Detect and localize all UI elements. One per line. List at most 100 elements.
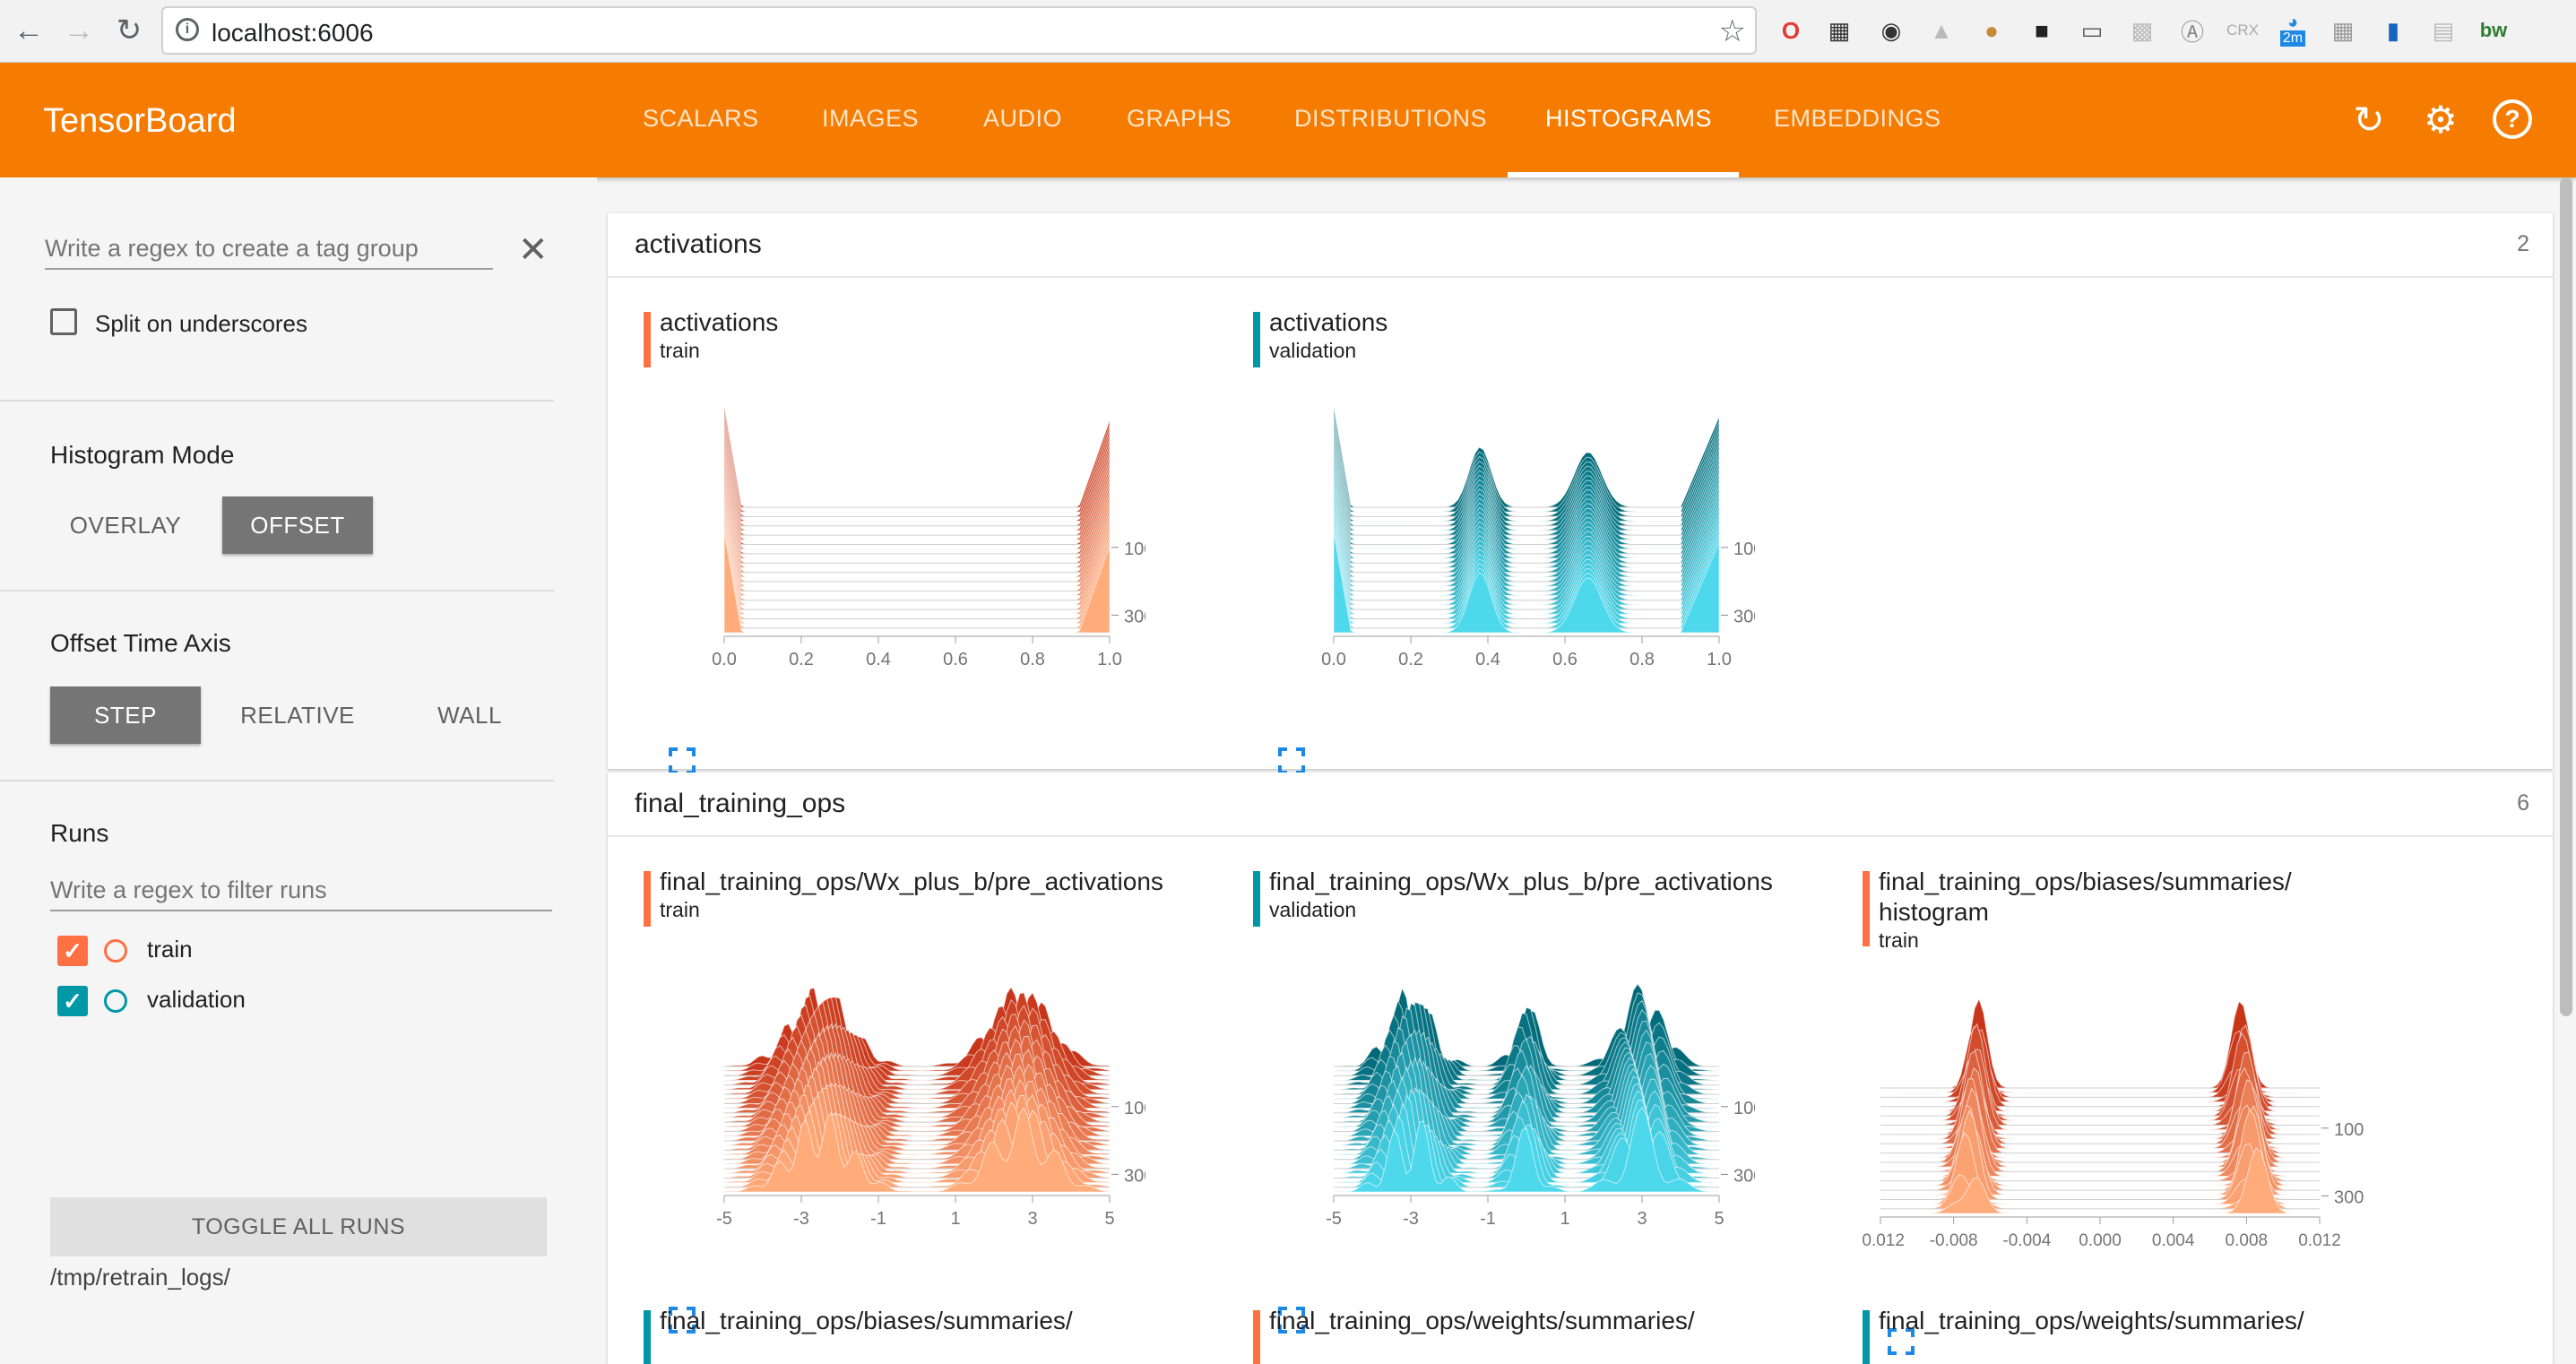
x-tick-label: 0.6 xyxy=(943,650,968,669)
run-color-bar xyxy=(1863,871,1870,946)
step-tick-label: 1000 xyxy=(1124,1099,1145,1118)
reload-icon[interactable]: ↻ xyxy=(116,13,143,47)
histogram-slice xyxy=(723,480,1111,583)
cast-icon[interactable]: ▭ xyxy=(2080,16,2104,44)
tag-regex-input[interactable]: Write a regex to create a tag group xyxy=(45,235,493,270)
run-validation-checkbox[interactable]: ✓ xyxy=(57,986,88,1016)
expand-icon[interactable] xyxy=(669,747,696,774)
histogram-slice xyxy=(1333,509,1720,610)
panda-extension-icon[interactable]: ◉ xyxy=(1880,16,1902,44)
bookmark-extension-icon[interactable]: ▮ xyxy=(2386,16,2400,44)
info-icon[interactable]: i xyxy=(176,18,199,41)
step-tick-label: 1000 xyxy=(1733,1099,1755,1118)
histogram-slice xyxy=(723,486,1111,587)
histogram-slice xyxy=(723,411,1111,513)
expand-corner xyxy=(1296,1325,1305,1334)
expand-icon[interactable] xyxy=(669,1307,696,1334)
sidebar-divider xyxy=(0,400,554,401)
address-bar[interactable]: i localhost:6006 ☆ xyxy=(161,6,1757,55)
histogram-slice xyxy=(723,495,1111,597)
step-tick-label: 1000 xyxy=(1733,540,1755,559)
x-tick-label: 0.000 xyxy=(2079,1231,2122,1250)
help-circle: ? xyxy=(2493,99,2532,139)
tab-histograms[interactable]: HISTOGRAMS xyxy=(1545,105,1713,132)
film-extension-icon[interactable]: ▦ xyxy=(1828,16,1851,44)
run-validation-color-circle[interactable] xyxy=(104,989,127,1013)
refresh-icon[interactable]: ↻ xyxy=(2353,98,2385,141)
grid-extension-icon[interactable]: ▩ xyxy=(2131,16,2154,44)
tab-distributions[interactable]: DISTRIBUTIONS xyxy=(1294,105,1488,132)
page-extension-icon[interactable]: ▤ xyxy=(2432,16,2455,44)
histogram-slice xyxy=(1333,420,1720,522)
forward-arrow-icon[interactable]: → xyxy=(64,13,94,47)
step-tick-label: 1000 xyxy=(1124,540,1145,559)
clear-regex-close-icon[interactable]: ✕ xyxy=(518,230,549,270)
split-underscores-checkbox[interactable] xyxy=(50,308,77,335)
timer-badge: 2m xyxy=(2279,30,2306,47)
opera-extension-icon[interactable]: O xyxy=(1781,16,1801,44)
a-extension-icon[interactable]: Ⓐ xyxy=(2180,18,2204,46)
x-tick-label: 0.8 xyxy=(1020,650,1045,669)
expand-icon[interactable] xyxy=(1278,747,1305,774)
x-tick-label: 1.0 xyxy=(1097,650,1122,669)
bookmark-star-icon[interactable]: ☆ xyxy=(1718,14,1746,48)
offset-button[interactable]: OFFSET xyxy=(222,496,373,554)
bw-extension-icon[interactable]: bw xyxy=(2479,19,2508,41)
help-icon[interactable]: ? xyxy=(2488,95,2537,143)
timer-extension-icon[interactable]: ◕ 2m xyxy=(2275,13,2311,48)
x-tick-label: 5 xyxy=(1104,1209,1114,1229)
histogram-slice xyxy=(1333,435,1720,536)
chart-run-label: validation xyxy=(1269,898,1357,921)
sidebar-divider xyxy=(0,590,554,591)
toggle-all-runs-button[interactable]: TOGGLE ALL RUNS xyxy=(50,1197,547,1256)
offset-time-axis-label: Offset Time Axis xyxy=(50,629,231,657)
histogram-slice xyxy=(1333,531,1720,634)
run-train-color-circle[interactable] xyxy=(104,939,127,963)
run-train-checkbox[interactable]: ✓ xyxy=(57,936,88,966)
tab-embeddings[interactable]: EMBEDDINGS xyxy=(1774,105,1941,132)
tab-images[interactable]: IMAGES xyxy=(822,105,920,132)
x-tick-label: -1 xyxy=(1480,1209,1496,1229)
drive-extension-icon[interactable]: ▲ xyxy=(1930,16,1953,44)
tag-group-final-training-ops: final_training_ops 6 final_training_ops/… xyxy=(608,773,2553,1364)
x-tick-label: 0.2 xyxy=(789,650,814,669)
relative-button[interactable]: RELATIVE xyxy=(240,701,355,729)
group-count: 2 xyxy=(2517,231,2529,256)
x-tick-label: 3 xyxy=(1027,1209,1037,1229)
tab-graphs[interactable]: GRAPHS xyxy=(1127,105,1232,132)
url-text: localhost:6006 xyxy=(212,19,374,47)
run-train-label: train xyxy=(147,936,193,963)
group-header[interactable]: final_training_ops 6 xyxy=(608,773,2553,837)
active-tab-indicator xyxy=(1508,172,1739,177)
run-color-bar xyxy=(644,312,651,367)
run-filter-input[interactable]: Write a regex to filter runs xyxy=(50,876,552,911)
ghost-extension-icon[interactable]: ■ xyxy=(2035,16,2049,44)
chart-tag-title: final_training_ops/weights/summaries/ xyxy=(1269,1310,1695,1334)
x-tick-label: 3 xyxy=(1637,1209,1647,1229)
histogram-chart-partial: final_training_ops/biases/summaries/ xyxy=(644,1310,1181,1364)
x-tick-label: 0.2 xyxy=(1398,650,1423,669)
tab-audio[interactable]: AUDIO xyxy=(983,105,1063,132)
wall-button[interactable]: WALL xyxy=(437,701,502,729)
x-tick-label: 0.008 xyxy=(2226,1231,2269,1250)
expand-corner xyxy=(669,1325,678,1334)
main-scrollbar[interactable] xyxy=(2560,177,2572,1016)
cookie-extension-icon[interactable]: ● xyxy=(1984,16,1999,44)
crx-extension-icon[interactable]: CRX xyxy=(2226,22,2259,39)
histogram-slice xyxy=(1333,457,1720,559)
group-header[interactable]: activations 2 xyxy=(608,213,2553,278)
tiles-extension-icon[interactable]: ▦ xyxy=(2331,16,2355,44)
expand-icon[interactable] xyxy=(1278,1307,1305,1334)
back-arrow-icon[interactable]: ← xyxy=(13,13,44,47)
step-button[interactable]: STEP xyxy=(50,686,201,744)
histogram-slice xyxy=(1333,480,1720,583)
tab-scalars[interactable]: SCALARS xyxy=(643,105,759,132)
browser-toolbar: ← → ↻ i localhost:6006 ☆ O ▦ ◉ ▲ ● ■ ▭ ▩… xyxy=(0,0,2576,63)
expand-corner xyxy=(687,765,696,774)
overlay-button[interactable]: OVERLAY xyxy=(69,511,182,539)
expand-corner xyxy=(1888,1328,1897,1337)
histogram-slice xyxy=(1333,462,1720,564)
settings-gear-icon[interactable]: ⚙ xyxy=(2424,98,2458,141)
chart-tag-title: final_training_ops/Wx_plus_b/pre_activat… xyxy=(1269,868,1773,895)
